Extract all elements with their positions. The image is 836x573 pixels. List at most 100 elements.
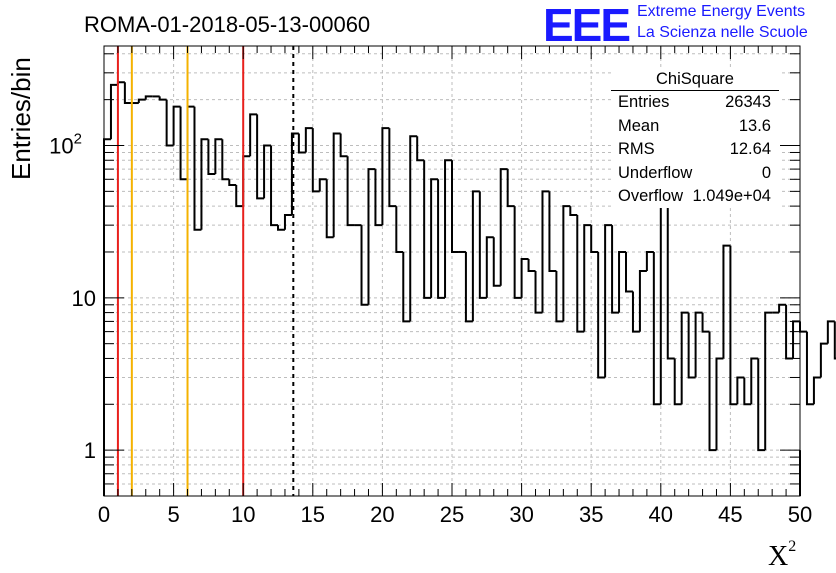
x-tick-label: 15 <box>301 502 325 527</box>
histogram-bin <box>604 224 613 378</box>
histogram-bin <box>569 206 578 216</box>
histogram-bin <box>694 311 703 378</box>
histogram-bin <box>290 132 299 215</box>
histogram-bin <box>597 251 606 379</box>
histogram-bin <box>311 128 320 193</box>
histogram-bin <box>221 139 230 181</box>
histogram-bin <box>562 205 571 322</box>
histogram-bin <box>430 178 439 298</box>
stats-title: ChiSquare <box>611 68 779 91</box>
stats-row-rms: RMS 12.64 <box>611 138 779 162</box>
logo-line-1: Extreme Energy Events <box>637 3 806 20</box>
histogram-bin <box>792 320 800 359</box>
histogram-bin <box>527 258 536 272</box>
histogram-bin <box>437 179 446 299</box>
run-title: ROMA-01-2018-05-13-00060 <box>84 12 371 37</box>
histogram-bin <box>631 291 640 333</box>
histogram-bin <box>186 105 195 180</box>
histogram-bin <box>485 236 494 298</box>
histogram-bin <box>137 98 146 104</box>
histogram-bin <box>673 358 682 406</box>
histogram-bin <box>416 136 425 162</box>
histogram-bin <box>304 127 313 153</box>
histogram-bin <box>332 132 341 238</box>
histogram-bin <box>249 113 258 157</box>
histogram-bin <box>492 237 501 287</box>
x-axis-label-main: X <box>768 541 789 572</box>
histogram-bin <box>318 178 327 192</box>
histogram-bin <box>805 331 814 406</box>
histogram-bin <box>297 133 306 154</box>
histogram-bin <box>799 321 807 333</box>
stats-value: 12.64 <box>729 140 771 158</box>
histogram-bin <box>277 225 285 231</box>
histogram-bin <box>736 376 745 405</box>
histogram-bin <box>715 357 724 451</box>
histogram-bin <box>444 159 452 298</box>
x-tick-label: 10 <box>231 502 255 527</box>
stats-value: 1.049e+04 <box>692 187 771 205</box>
histogram-bin <box>395 206 404 253</box>
histogram-bin <box>242 155 251 207</box>
histogram-bin <box>123 82 132 105</box>
logo-line-2: La Scienza nelle Scuole <box>637 24 808 41</box>
histogram-bin <box>555 271 564 323</box>
histogram-bin <box>743 377 752 406</box>
histogram-bin <box>158 96 167 101</box>
histogram-bin <box>611 225 620 314</box>
stats-row-overflow: Overflow 1.049e+04 <box>611 185 779 209</box>
histogram-bin <box>652 251 661 406</box>
histogram-bin <box>541 190 550 313</box>
y-tick-label: 10 <box>72 286 96 311</box>
histogram-bin <box>381 127 390 226</box>
histogram-bin <box>144 95 153 100</box>
x-tick-label: 25 <box>440 502 464 527</box>
x-axis-ticks: 0 5 10 15 20 25 30 35 40 45 50 <box>98 46 812 527</box>
x-tick-label: 0 <box>98 502 110 527</box>
x-tick-label: 20 <box>370 502 394 527</box>
histogram-bin <box>374 169 383 227</box>
histogram-bin <box>625 251 633 293</box>
histogram-bin <box>367 168 376 305</box>
histogram-bin <box>499 168 508 286</box>
y-axis-label: Entries/bin <box>6 57 36 180</box>
histogram-bin <box>256 114 265 200</box>
y-tick-label: 102 <box>49 130 82 158</box>
stats-value: 0 <box>761 163 771 182</box>
histogram-bin <box>548 191 557 272</box>
x-tick-label: 40 <box>649 502 673 527</box>
y-tick-label-base: 10 <box>49 133 73 158</box>
histogram-bin <box>757 358 766 452</box>
histogram-bin <box>750 357 759 405</box>
histogram-bin <box>165 99 174 147</box>
histogram-bin <box>618 250 626 313</box>
histogram-bin <box>451 160 459 253</box>
marker-lines <box>116 46 295 496</box>
histogram-bin <box>722 244 731 359</box>
stats-key: Overflow <box>618 187 684 205</box>
stats-box: ChiSquare Entries 26343 Mean 13.6 RMS 12… <box>611 68 779 208</box>
histogram-bin <box>764 311 773 451</box>
histogram-bin <box>666 191 675 360</box>
histogram-bin <box>576 214 585 333</box>
histogram-bin <box>179 106 188 181</box>
histogram-bin <box>270 145 278 227</box>
stats-key: Mean <box>618 116 660 135</box>
histogram-bin <box>638 270 647 332</box>
histogram-bin <box>360 225 369 306</box>
histogram-bin <box>819 342 828 378</box>
x-tick-label: 50 <box>788 502 812 527</box>
histogram-bin <box>103 138 111 496</box>
histogram-bin <box>833 321 836 360</box>
stats-key: Entries <box>618 93 670 111</box>
histogram-bin <box>729 245 738 406</box>
y-tick-label-exp: 2 <box>74 130 82 147</box>
stats-row-mean: Mean 13.6 <box>611 115 779 139</box>
histogram-bin <box>325 179 334 239</box>
histogram-bin <box>200 138 209 230</box>
histogram-bin <box>116 81 125 85</box>
stats-value: 13.6 <box>738 116 771 135</box>
histogram-bin <box>423 160 432 299</box>
